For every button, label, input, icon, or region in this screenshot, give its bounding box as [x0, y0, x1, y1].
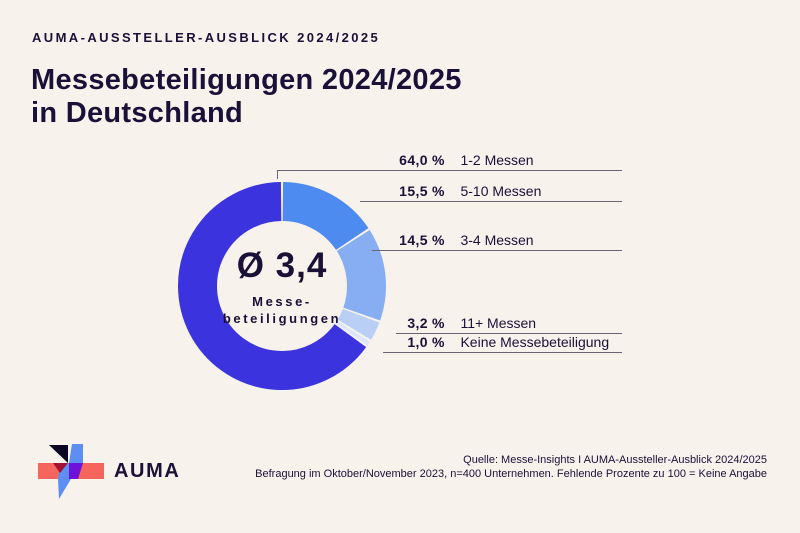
donut-segment-3-4-messen [336, 230, 386, 321]
segment-percent: 15,5 [399, 183, 428, 199]
percent-sign: % [432, 232, 445, 248]
segment-label: 1-2 Messen [460, 152, 534, 168]
logo-crimson-triangle [53, 463, 68, 473]
logo-purple-shape [69, 463, 83, 479]
segment-label: 5-10 Messen [460, 183, 542, 199]
segment-row: 1,0% Keine Messebeteiligung [398, 334, 609, 350]
page-title-line2: in Deutschland [31, 97, 244, 129]
eyebrow-text: AUMA-AUSSTELLER-AUSBLICK 2024/2025 [32, 30, 381, 45]
percent-sign: % [432, 334, 445, 350]
leader-tick [277, 170, 278, 179]
logo-black-triangle [49, 445, 68, 463]
logo-blue-upper-shape [69, 444, 83, 463]
donut-chart [178, 182, 386, 390]
leader-line [383, 352, 622, 353]
leader-line [396, 333, 622, 334]
segment-row: 14,5% 3-4 Messen [398, 232, 534, 248]
segment-percent: 64,0 [399, 152, 428, 168]
percent-sign: % [432, 183, 445, 199]
segment-label: 3-4 Messen [460, 232, 534, 248]
segment-label: 11+ Messen [460, 315, 537, 331]
source-note: Quelle: Messe-Insights I AUMA-Aussteller… [255, 453, 767, 481]
leader-line [360, 201, 622, 202]
segment-row: 64,0% 1-2 Messen [398, 152, 534, 168]
source-line2: Befragung im Oktober/November 2023, n=40… [255, 468, 767, 480]
leader-line [372, 250, 622, 251]
auma-wordmark: AUMA [114, 460, 181, 482]
auma-logo-icon [38, 444, 104, 499]
segment-row: 15,5% 5-10 Messen [398, 183, 541, 199]
segment-percent: 1,0 [407, 334, 428, 350]
segment-row: 3,2% 11+ Messen [398, 315, 536, 331]
donut-segment-11-messen [337, 308, 380, 340]
donut-segment-5-10-messen [281, 182, 369, 251]
logo-blue-lower-triangle [58, 479, 71, 499]
donut-segment-1-2-messen [178, 182, 367, 390]
leader-line [277, 170, 622, 171]
segment-label: Keine Messebeteiligung [460, 334, 610, 350]
segment-percent: 14,5 [399, 232, 428, 248]
page-title-line1: Messebeteiligungen 2024/2025 [31, 64, 462, 96]
donut-segment-keine-messebeteiligung [335, 320, 370, 346]
percent-sign: % [432, 315, 445, 331]
segment-percent: 3,2 [407, 315, 428, 331]
page-title: Messebeteiligungen 2024/2025 in Deutschl… [31, 64, 462, 130]
source-line1: Quelle: Messe-Insights I AUMA-Aussteller… [463, 454, 767, 466]
percent-sign: % [432, 152, 445, 168]
